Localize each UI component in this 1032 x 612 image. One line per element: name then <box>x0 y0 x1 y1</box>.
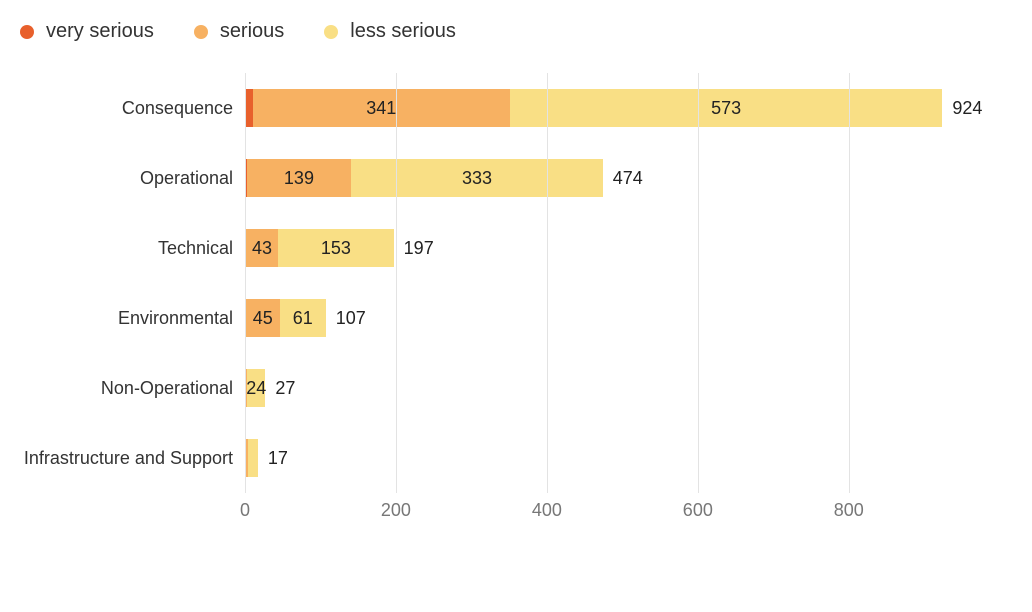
total-label: 474 <box>603 159 643 197</box>
total-label: 27 <box>265 369 295 407</box>
total-label: 924 <box>942 89 982 127</box>
legend-item-serious: serious <box>194 20 284 43</box>
category-label: Operational <box>20 168 245 189</box>
segment-less_serious: 24 <box>247 369 265 407</box>
bar: 4561107 <box>245 299 962 337</box>
table-row: Consequence341573924 <box>20 73 962 143</box>
table-row: Operational139333474 <box>20 143 962 213</box>
category-label: Infrastructure and Support <box>20 448 245 469</box>
total-label: 197 <box>394 229 434 267</box>
table-row: Environmental4561107 <box>20 283 962 353</box>
category-label: Environmental <box>20 308 245 329</box>
legend-item-very_serious: very serious <box>20 20 154 43</box>
x-tick-label: 800 <box>834 500 864 521</box>
segment-less_serious <box>248 439 258 477</box>
legend: very serious serious less serious <box>20 20 962 43</box>
bar: 17 <box>245 439 962 477</box>
legend-label: very serious <box>46 20 154 43</box>
segment-less_serious: 153 <box>278 229 393 267</box>
table-row: Technical43153197 <box>20 213 962 283</box>
bar-rows: Consequence341573924Operational139333474… <box>20 73 962 493</box>
category-label: Non-Operational <box>20 378 245 399</box>
plot-area: Consequence341573924Operational139333474… <box>20 73 962 533</box>
legend-swatch <box>324 25 338 39</box>
segment-serious: 341 <box>253 89 510 127</box>
x-tick-label: 400 <box>532 500 562 521</box>
legend-swatch <box>20 25 34 39</box>
segment-serious: 43 <box>246 229 278 267</box>
segment-serious: 139 <box>247 159 352 197</box>
category-label: Technical <box>20 238 245 259</box>
segment-less_serious: 573 <box>510 89 942 127</box>
category-label: Consequence <box>20 98 245 119</box>
x-tick-label: 0 <box>240 500 250 521</box>
legend-label: serious <box>220 20 284 43</box>
x-tick-label: 200 <box>381 500 411 521</box>
bar: 2427 <box>245 369 962 407</box>
total-label: 107 <box>326 299 366 337</box>
legend-item-less_serious: less serious <box>324 20 456 43</box>
segment-very_serious <box>245 89 253 127</box>
x-tick-label: 600 <box>683 500 713 521</box>
bar: 139333474 <box>245 159 962 197</box>
bar: 43153197 <box>245 229 962 267</box>
legend-label: less serious <box>350 20 456 43</box>
table-row: Non-Operational2427 <box>20 353 962 423</box>
segment-serious: 45 <box>246 299 280 337</box>
chart-container: very serious serious less serious Conseque… <box>0 0 1032 612</box>
segment-less_serious: 61 <box>280 299 326 337</box>
total-label: 17 <box>258 439 288 477</box>
bar: 341573924 <box>245 89 962 127</box>
segment-less_serious: 333 <box>351 159 602 197</box>
table-row: Infrastructure and Support 17 <box>20 423 962 493</box>
legend-swatch <box>194 25 208 39</box>
